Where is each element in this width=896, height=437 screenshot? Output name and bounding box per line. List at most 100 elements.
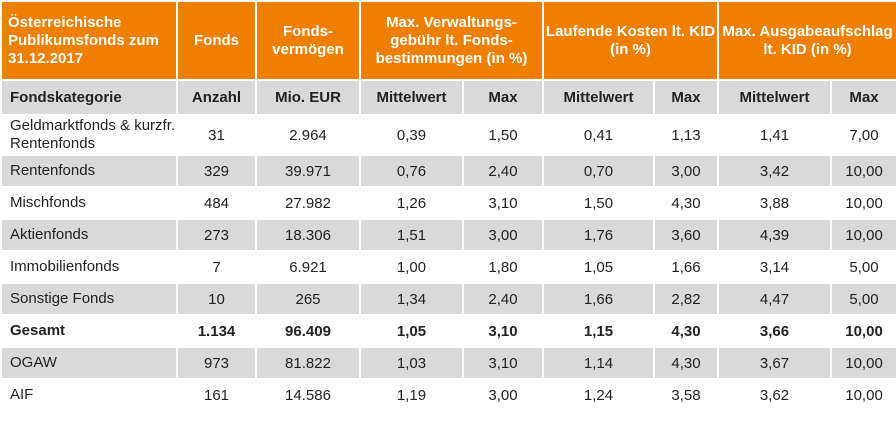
cell-aa-max: 10,00 [830,378,896,412]
cell-lk-mittel: 1,15 [542,314,655,348]
cell-mio-eur: 18.306 [255,218,361,252]
header-fondsvermoegen: Fonds-vermögen [255,0,361,81]
table-subheader: Fondskategorie Anzahl Mio. EUR Mittelwer… [0,79,896,116]
cell-anzahl: 273 [176,218,257,252]
cell-kategorie: Geldmarktfonds & kurzfr. Rentenfonds [0,114,178,156]
cell-kategorie: Immobilienfonds [0,250,178,284]
table-row: Aktienfonds 273 18.306 1,51 3,00 1,76 3,… [0,218,896,252]
cell-aa-max: 10,00 [830,218,896,252]
cell-anzahl: 7 [176,250,257,284]
cell-vw-max: 3,10 [462,346,544,380]
cell-aa-max: 10,00 [830,154,896,188]
cell-mio-eur: 39.971 [255,154,361,188]
cell-vw-mittel: 1,26 [359,186,464,220]
cell-lk-max: 3,58 [652,378,720,412]
cell-aa-max: 5,00 [830,282,896,316]
cell-aa-mittel: 1,41 [717,114,833,156]
cell-vw-mittel: 1,03 [359,346,464,380]
cell-aa-max: 5,00 [830,250,896,284]
cell-lk-mittel: 1,14 [542,346,655,380]
cell-vw-mittel: 1,19 [359,378,464,412]
cell-aa-max: 10,00 [830,346,896,380]
header-fonds: Fonds [176,0,257,81]
cell-mio-eur: 27.982 [255,186,361,220]
subheader-max-laufende: Max [652,79,720,116]
cell-lk-max: 4,30 [652,346,720,380]
cell-aa-max: 10,00 [830,314,896,348]
subheader-anzahl: Anzahl [176,79,257,116]
cell-kategorie: AIF [0,378,178,412]
subheader-mio-eur: Mio. EUR [255,79,361,116]
cell-lk-mittel: 1,66 [542,282,655,316]
table-body: Geldmarktfonds & kurzfr. Rentenfonds 31 … [0,114,896,412]
cell-vw-max: 3,10 [462,314,544,348]
cell-anzahl: 10 [176,282,257,316]
cell-aa-mittel: 4,47 [717,282,833,316]
cell-anzahl: 161 [176,378,257,412]
cell-aa-mittel: 3,67 [717,346,833,380]
cell-anzahl: 973 [176,346,257,380]
table-row: Sonstige Fonds 10 265 1,34 2,40 1,66 2,8… [0,282,896,316]
cell-aa-mittel: 3,66 [717,314,833,348]
cell-kategorie: Aktienfonds [0,218,178,252]
cell-lk-max: 1,13 [652,114,720,156]
cell-lk-mittel: 0,70 [542,154,655,188]
table-row-total: Gesamt 1.134 96.409 1,05 3,10 1,15 4,30 … [0,314,896,348]
subheader-max-ausgabe: Max [830,79,896,116]
cell-mio-eur: 96.409 [255,314,361,348]
cell-vw-max: 1,80 [462,250,544,284]
cell-vw-max: 3,00 [462,378,544,412]
cell-lk-mittel: 1,24 [542,378,655,412]
header-verwaltungsgebuehr: Max. Verwaltungs-gebühr lt. Fonds-bestim… [359,0,544,81]
cell-aa-mittel: 3,14 [717,250,833,284]
table-row: AIF 161 14.586 1,19 3,00 1,24 3,58 3,62 … [0,378,896,412]
cell-lk-max: 1,66 [652,250,720,284]
table-row: Immobilienfonds 7 6.921 1,00 1,80 1,05 1… [0,250,896,284]
table-header: Österreichische Publikumsfonds zum 31.12… [0,0,896,81]
cell-aa-mittel: 3,62 [717,378,833,412]
cell-anzahl: 484 [176,186,257,220]
header-ausgabeaufschlag: Max. Ausgabeaufschlag lt. KID (in %) [717,0,896,81]
cell-aa-max: 7,00 [830,114,896,156]
cell-kategorie: Rentenfonds [0,154,178,188]
cell-anzahl: 31 [176,114,257,156]
cell-mio-eur: 6.921 [255,250,361,284]
header-title: Österreichische Publikumsfonds zum 31.12… [0,0,178,81]
cell-lk-max: 4,30 [652,314,720,348]
cell-mio-eur: 265 [255,282,361,316]
subheader-mittelwert-laufende: Mittelwert [542,79,655,116]
cell-lk-max: 2,82 [652,282,720,316]
table-row: Geldmarktfonds & kurzfr. Rentenfonds 31 … [0,114,896,156]
table-row: OGAW 973 81.822 1,03 3,10 1,14 4,30 3,67… [0,346,896,380]
table-row: Rentenfonds 329 39.971 0,76 2,40 0,70 3,… [0,154,896,188]
cell-vw-max: 1,50 [462,114,544,156]
cell-vw-mittel: 0,39 [359,114,464,156]
table-row: Mischfonds 484 27.982 1,26 3,10 1,50 4,3… [0,186,896,220]
cell-kategorie: OGAW [0,346,178,380]
fund-statistics-table: Österreichische Publikumsfonds zum 31.12… [0,0,896,412]
cell-kategorie: Mischfonds [0,186,178,220]
cell-mio-eur: 2.964 [255,114,361,156]
header-laufende-kosten: Laufende Kosten lt. KID (in %) [541,0,720,81]
cell-lk-mittel: 1,50 [542,186,655,220]
cell-lk-mittel: 1,76 [542,218,655,252]
cell-aa-max: 10,00 [830,186,896,220]
cell-anzahl: 1.134 [176,314,257,348]
cell-vw-mittel: 1,51 [359,218,464,252]
cell-vw-max: 2,40 [462,282,544,316]
cell-lk-max: 3,60 [652,218,720,252]
cell-anzahl: 329 [176,154,257,188]
subheader-max-verwaltung: Max [462,79,544,116]
cell-vw-mittel: 0,76 [359,154,464,188]
subheader-mittelwert-ausgabe: Mittelwert [717,79,833,116]
subheader-fondskategorie: Fondskategorie [0,79,178,116]
cell-aa-mittel: 4,39 [717,218,833,252]
cell-vw-max: 3,10 [462,186,544,220]
cell-aa-mittel: 3,42 [717,154,833,188]
cell-vw-mittel: 1,05 [359,314,464,348]
cell-lk-max: 4,30 [652,186,720,220]
cell-vw-mittel: 1,00 [359,250,464,284]
cell-aa-mittel: 3,88 [717,186,833,220]
cell-vw-max: 2,40 [462,154,544,188]
cell-mio-eur: 81.822 [255,346,361,380]
